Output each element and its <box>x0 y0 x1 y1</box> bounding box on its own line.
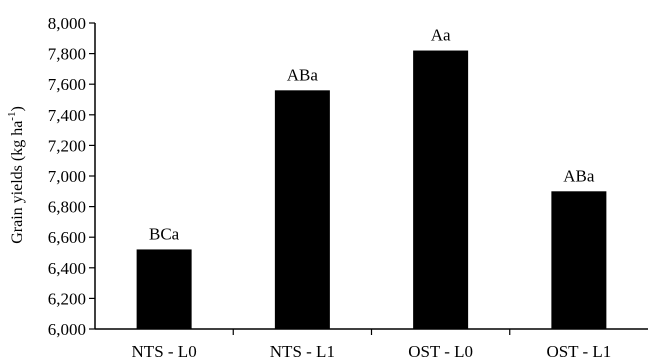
y-tick-label: 7,000 <box>48 167 86 186</box>
y-tick-label: 7,400 <box>48 106 86 125</box>
x-axis-tick-labels: NTS - L0 NTS - L1 OST - L0 OST - L1 <box>132 342 612 361</box>
bar <box>274 90 330 329</box>
y-tick-label: 7,800 <box>48 45 86 64</box>
x-tick-label: OST - L1 <box>546 342 611 361</box>
bar <box>413 50 469 329</box>
y-axis-label: Grain yields (kg ha-1) <box>6 106 26 244</box>
bar-data-label: ABa <box>563 166 595 185</box>
bar-data-label: ABa <box>287 65 319 84</box>
bar-data-label: Aa <box>431 26 451 45</box>
y-tick-label: 6,200 <box>48 289 86 308</box>
bar <box>551 191 607 329</box>
y-tick-label: 6,000 <box>48 320 86 339</box>
y-tick-label: 6,800 <box>48 198 86 217</box>
y-tick-label: 7,600 <box>48 75 86 94</box>
y-axis-ticks: 6,000 6,200 6,400 6,600 6,800 7,000 7,200 7,400… <box>48 14 511 339</box>
y-axis-label-superscript: -1 <box>6 112 18 121</box>
bars <box>136 50 607 329</box>
y-tick-label: 7,200 <box>48 136 86 155</box>
x-tick-label: NTS - L1 <box>270 342 335 361</box>
y-tick-label: 6,600 <box>48 228 86 247</box>
bar <box>136 249 192 329</box>
data-labels: BCa ABa Aa ABa <box>149 26 595 244</box>
bar-data-label: BCa <box>149 224 180 243</box>
y-tick-label: 8,000 <box>48 14 86 33</box>
x-tick-label: OST - L0 <box>408 342 473 361</box>
y-tick-label: 6,400 <box>48 259 86 278</box>
x-tick-label: NTS - L0 <box>132 342 197 361</box>
